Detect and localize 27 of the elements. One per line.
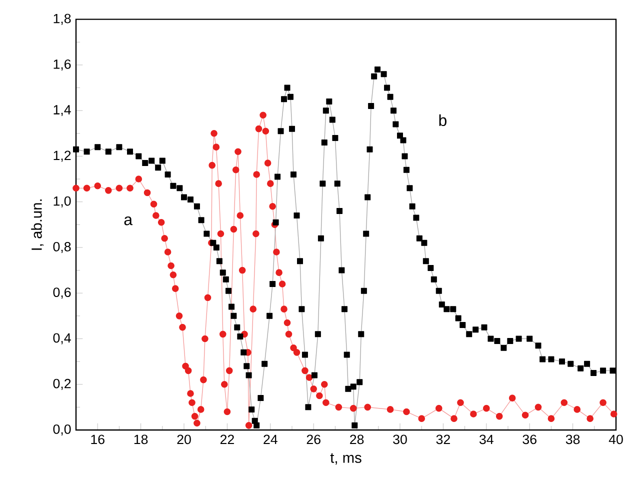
y-tick-label: 1,4 <box>54 105 71 116</box>
x-tick-label: 18 <box>134 434 148 444</box>
x-tick-label: 36 <box>522 434 536 444</box>
series-label: a <box>124 216 133 226</box>
text: b <box>439 114 446 126</box>
y-tick-label: 1,8 <box>54 14 71 25</box>
y-tick-label: 0,6 <box>53 288 71 299</box>
y-tick-label: 0,4 <box>53 333 71 344</box>
x-tick-label: 22 <box>220 434 234 444</box>
x-tick-label: 26 <box>306 434 320 444</box>
x-tick-label: 32 <box>436 434 450 444</box>
x-axis-title: t, ms <box>330 453 362 465</box>
y-tick-label: 0,2 <box>53 378 71 390</box>
y-tick-label: 1,0 <box>54 196 71 208</box>
x-tick-label: 20 <box>177 434 191 444</box>
x-tick-label: 30 <box>393 434 407 444</box>
y-tick-label: 0,8 <box>53 242 71 253</box>
y-tick-label: 1,2 <box>54 150 71 162</box>
x-tick-label: 24 <box>264 434 278 444</box>
x-tick-label: 38 <box>566 434 580 444</box>
x-tick-label: 40 <box>608 434 623 444</box>
x-tick-label: 34 <box>479 434 494 444</box>
y-axis-title: I, ab.un. <box>31 200 44 250</box>
x-tick-label: 28 <box>350 434 364 444</box>
y-tick-label: 0,0 <box>53 424 71 436</box>
x-tick-label: 16 <box>91 434 104 444</box>
y-tick-label: 1,6 <box>54 59 71 70</box>
